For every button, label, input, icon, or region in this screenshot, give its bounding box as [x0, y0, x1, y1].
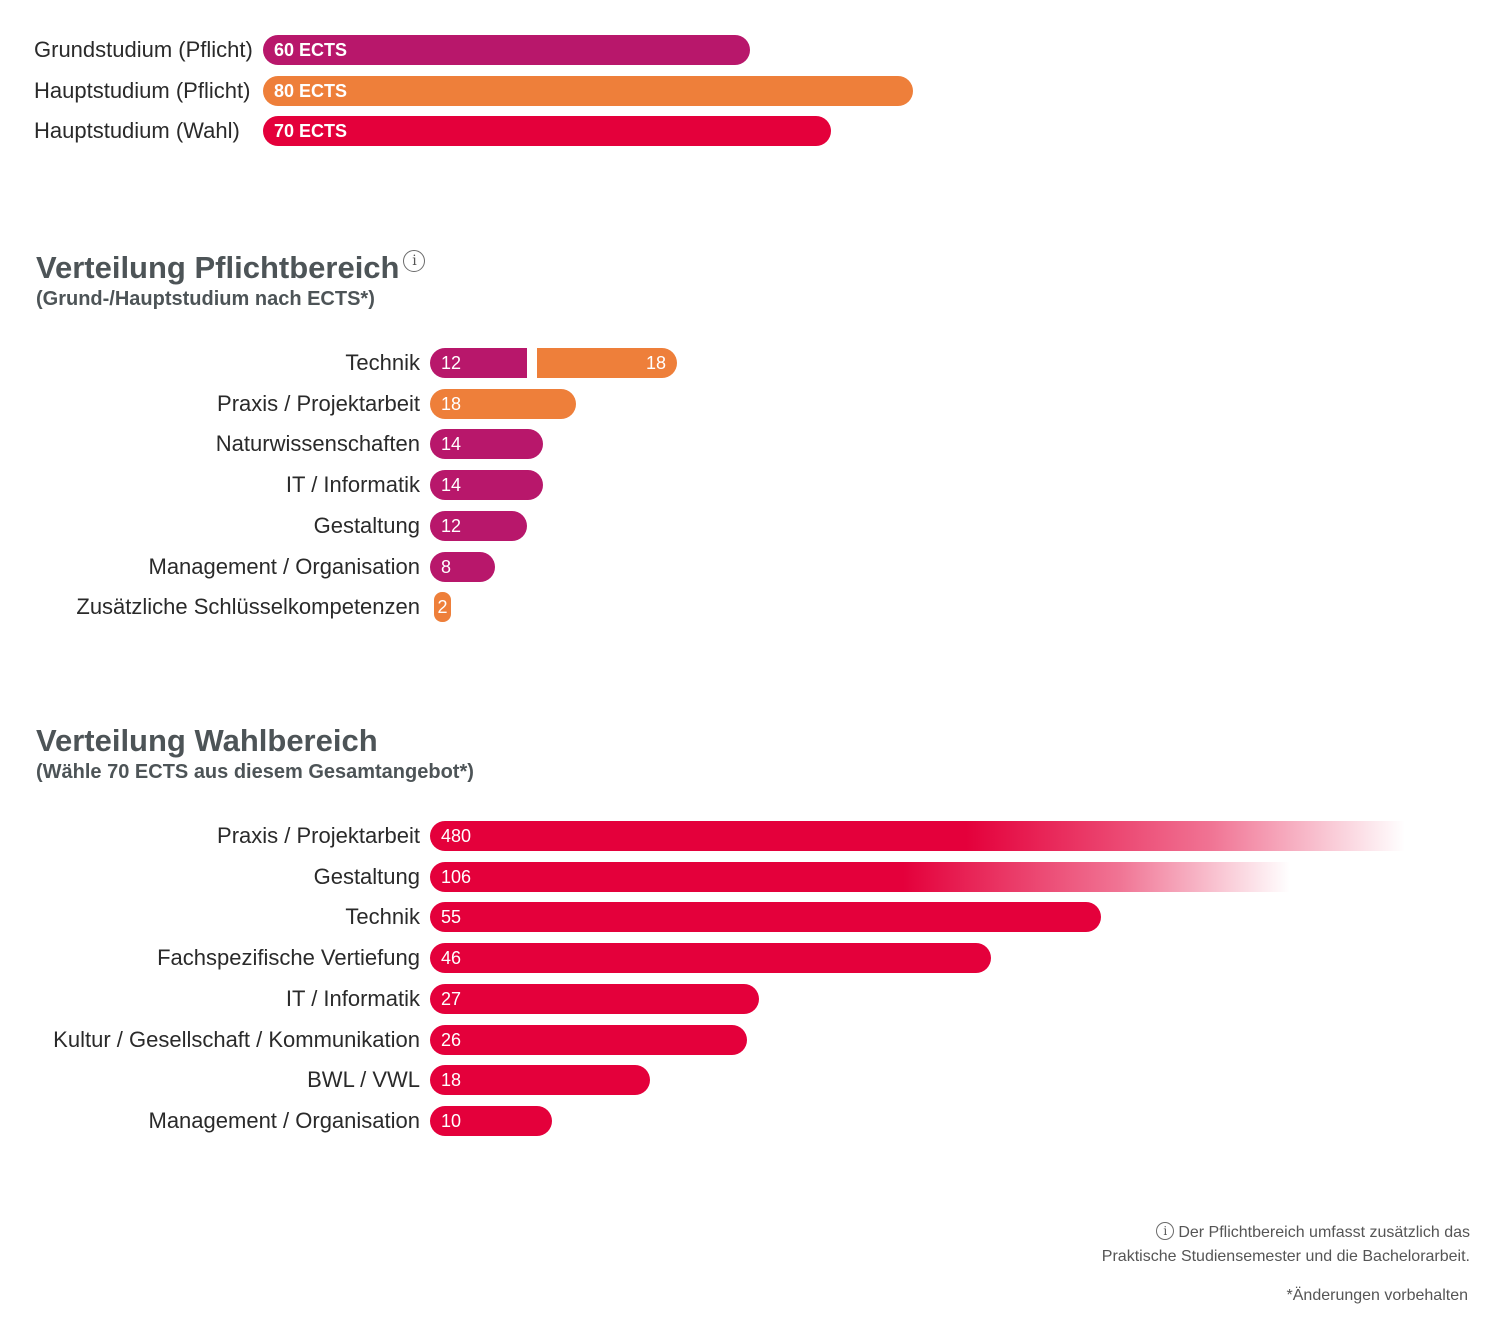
- overview-bar-hauptstudium-pflicht: 80 ECTS: [263, 75, 913, 106]
- pflicht-label: Naturwissenschaften: [215, 431, 420, 457]
- wahl-label: Gestaltung: [313, 863, 420, 889]
- pflicht-bar-technik-grund: 12: [430, 348, 528, 378]
- wahl-bar-praxis-projektarbeit: 480: [430, 821, 1405, 851]
- wahl-bar-management-organisation: 10: [430, 1105, 552, 1136]
- pflicht-title-text: Verteilung Pflichtbereich: [36, 250, 400, 285]
- wahl-label: BWL / VWL: [307, 1067, 420, 1093]
- info-circle-icon: i: [403, 250, 426, 272]
- pflicht-label: Gestaltung: [313, 512, 420, 538]
- pflicht-bar-gestaltung: 12: [430, 510, 528, 541]
- pflicht-label: Praxis / Projektarbeit: [217, 390, 420, 416]
- wahl-label: IT / Informatik: [285, 985, 420, 1011]
- wahl-bar-bwl-vwl: 18: [430, 1065, 650, 1096]
- overview-label: Hauptstudium (Pflicht): [34, 77, 251, 103]
- pflicht-title: Verteilung Pflichtbereich i: [36, 250, 426, 286]
- info-footnote-line1: Der Pflichtbereich umfasst zusätzlich da…: [1178, 1224, 1470, 1241]
- wahl-label: Technik: [345, 904, 420, 930]
- info-circle-icon: i: [1156, 1222, 1175, 1240]
- wahl-bar-technik: 55: [430, 902, 1101, 933]
- changes-footnote: *Änderungen vorbehalten: [1286, 1287, 1468, 1304]
- pflicht-label: IT / Informatik: [285, 472, 420, 498]
- overview-label: Grundstudium (Pflicht): [34, 37, 253, 62]
- pflicht-label: Technik: [345, 350, 420, 375]
- pflicht-bar-zusaetzliche-schluesselkompetenzen: 2: [434, 592, 451, 623]
- wahl-bar-it-informatik: 27: [430, 983, 760, 1014]
- wahl-label: Management / Organisation: [148, 1107, 421, 1133]
- pflicht-bar-it-informatik: 14: [430, 470, 544, 501]
- wahl-bar-fachspezifische-vertiefung: 46: [430, 943, 992, 974]
- pflicht-bar-management-organisation: 8: [430, 551, 495, 582]
- overview-bar-hauptstudium-wahl: 70 ECTS: [263, 116, 832, 146]
- pflicht-bar-technik-haupt: 18: [537, 348, 677, 378]
- pflicht-bar-naturwissenschaften: 14: [430, 429, 544, 460]
- pflicht-subtitle: (Grund-/Hauptstudium nach ECTS*): [36, 288, 375, 310]
- wahl-label: Praxis / Projektarbeit: [217, 823, 420, 848]
- wahl-bar-gestaltung: 106: [430, 861, 1290, 892]
- pflicht-label: Management / Organisation: [148, 553, 421, 579]
- overview-bar-grundstudium-pflicht: 60 ECTS: [263, 35, 751, 65]
- wahl-title: Verteilung Wahlbereich: [36, 723, 378, 758]
- wahl-subtitle: (Wähle 70 ECTS aus diesem Gesamtangebot*…: [36, 761, 474, 783]
- wahl-label: Kultur / Gesellschaft / Kommunikation: [53, 1026, 420, 1052]
- overview-label: Hauptstudium (Wahl): [34, 118, 240, 143]
- pflicht-bar-praxis-projektarbeit: 18: [430, 388, 576, 419]
- info-footnote: i Der Pflichtbereich umfasst zusätzlich d…: [1102, 1221, 1470, 1269]
- info-footnote-line2: Praktische Studiensemester und die Bache…: [1101, 1248, 1470, 1265]
- wahl-label: Fachspezifische Vertiefung: [157, 945, 420, 971]
- wahl-bar-kultur-gesellschaft-kommunikation: 26: [430, 1024, 748, 1055]
- pflicht-label: Zusätzliche Schlüsselkompetenzen: [76, 594, 420, 620]
